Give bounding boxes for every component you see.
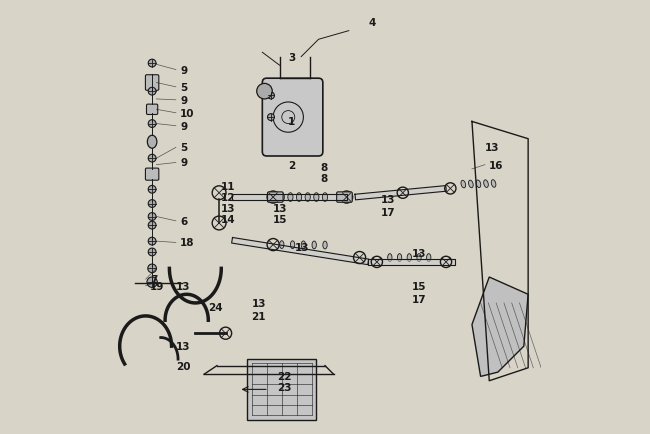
- Text: 15: 15: [273, 214, 288, 224]
- Ellipse shape: [417, 254, 421, 262]
- Text: 13: 13: [411, 249, 426, 259]
- Text: 9: 9: [180, 158, 187, 168]
- Text: 22: 22: [278, 372, 292, 381]
- Circle shape: [147, 277, 157, 288]
- Text: 20: 20: [176, 361, 190, 371]
- Circle shape: [148, 186, 156, 194]
- Circle shape: [268, 93, 274, 100]
- Circle shape: [148, 200, 156, 208]
- Ellipse shape: [291, 241, 294, 249]
- Text: 16: 16: [489, 160, 504, 170]
- Ellipse shape: [280, 241, 284, 249]
- Ellipse shape: [491, 180, 496, 188]
- Text: 12: 12: [221, 193, 236, 203]
- Ellipse shape: [461, 181, 465, 188]
- Polygon shape: [472, 277, 528, 377]
- Bar: [247, 359, 317, 420]
- Text: 8: 8: [320, 162, 328, 172]
- Text: 2: 2: [288, 160, 296, 170]
- Circle shape: [148, 238, 156, 246]
- Ellipse shape: [387, 254, 392, 262]
- Text: 5: 5: [180, 82, 187, 92]
- Polygon shape: [355, 186, 447, 201]
- FancyBboxPatch shape: [337, 192, 352, 203]
- Text: 13: 13: [252, 298, 266, 308]
- Text: 13: 13: [485, 143, 499, 153]
- Circle shape: [148, 213, 156, 221]
- Ellipse shape: [312, 241, 317, 249]
- Text: 4: 4: [368, 18, 376, 28]
- Circle shape: [148, 249, 156, 256]
- Text: 21: 21: [252, 311, 266, 321]
- Text: 15: 15: [411, 281, 426, 291]
- Circle shape: [257, 84, 272, 100]
- Text: 9: 9: [180, 122, 187, 132]
- Circle shape: [148, 60, 156, 68]
- Text: 11: 11: [221, 182, 236, 192]
- Text: 8: 8: [320, 173, 328, 183]
- Text: 14: 14: [221, 214, 236, 224]
- Circle shape: [148, 155, 156, 163]
- Text: 24: 24: [208, 302, 223, 312]
- Ellipse shape: [314, 193, 319, 202]
- Circle shape: [268, 115, 274, 121]
- Text: 13: 13: [176, 342, 190, 352]
- Text: 9: 9: [180, 66, 187, 76]
- Circle shape: [148, 88, 156, 96]
- FancyBboxPatch shape: [146, 76, 159, 91]
- Ellipse shape: [296, 193, 302, 202]
- Text: 3: 3: [288, 53, 296, 62]
- Ellipse shape: [323, 242, 327, 250]
- Polygon shape: [231, 238, 369, 265]
- Circle shape: [148, 222, 156, 230]
- Text: 13: 13: [221, 204, 236, 214]
- Circle shape: [148, 264, 157, 273]
- Text: 10: 10: [180, 108, 195, 118]
- Ellipse shape: [426, 254, 431, 262]
- Ellipse shape: [288, 193, 293, 202]
- Text: 17: 17: [381, 208, 396, 218]
- Ellipse shape: [484, 181, 488, 188]
- Ellipse shape: [148, 136, 157, 149]
- Ellipse shape: [469, 181, 473, 188]
- Ellipse shape: [476, 181, 481, 188]
- Ellipse shape: [322, 193, 328, 202]
- Text: 5: 5: [180, 143, 187, 153]
- FancyBboxPatch shape: [268, 192, 283, 203]
- Text: 9: 9: [180, 95, 187, 105]
- Text: 13: 13: [294, 242, 309, 252]
- FancyBboxPatch shape: [146, 105, 158, 115]
- Text: 13: 13: [176, 281, 190, 291]
- Text: 23: 23: [278, 382, 292, 392]
- Text: 13: 13: [273, 204, 288, 214]
- Ellipse shape: [407, 254, 411, 262]
- Text: 7: 7: [150, 275, 157, 285]
- Ellipse shape: [301, 241, 305, 249]
- Polygon shape: [368, 260, 454, 265]
- FancyBboxPatch shape: [263, 79, 323, 157]
- Text: 19: 19: [150, 281, 164, 291]
- Text: 1: 1: [288, 117, 296, 127]
- Polygon shape: [232, 194, 346, 201]
- Text: 18: 18: [180, 238, 195, 248]
- Ellipse shape: [397, 254, 402, 262]
- Ellipse shape: [280, 193, 284, 202]
- Text: 6: 6: [180, 216, 187, 226]
- Text: 17: 17: [411, 294, 426, 304]
- Circle shape: [148, 120, 156, 128]
- Ellipse shape: [305, 193, 310, 202]
- Text: 13: 13: [381, 195, 396, 205]
- FancyBboxPatch shape: [146, 169, 159, 181]
